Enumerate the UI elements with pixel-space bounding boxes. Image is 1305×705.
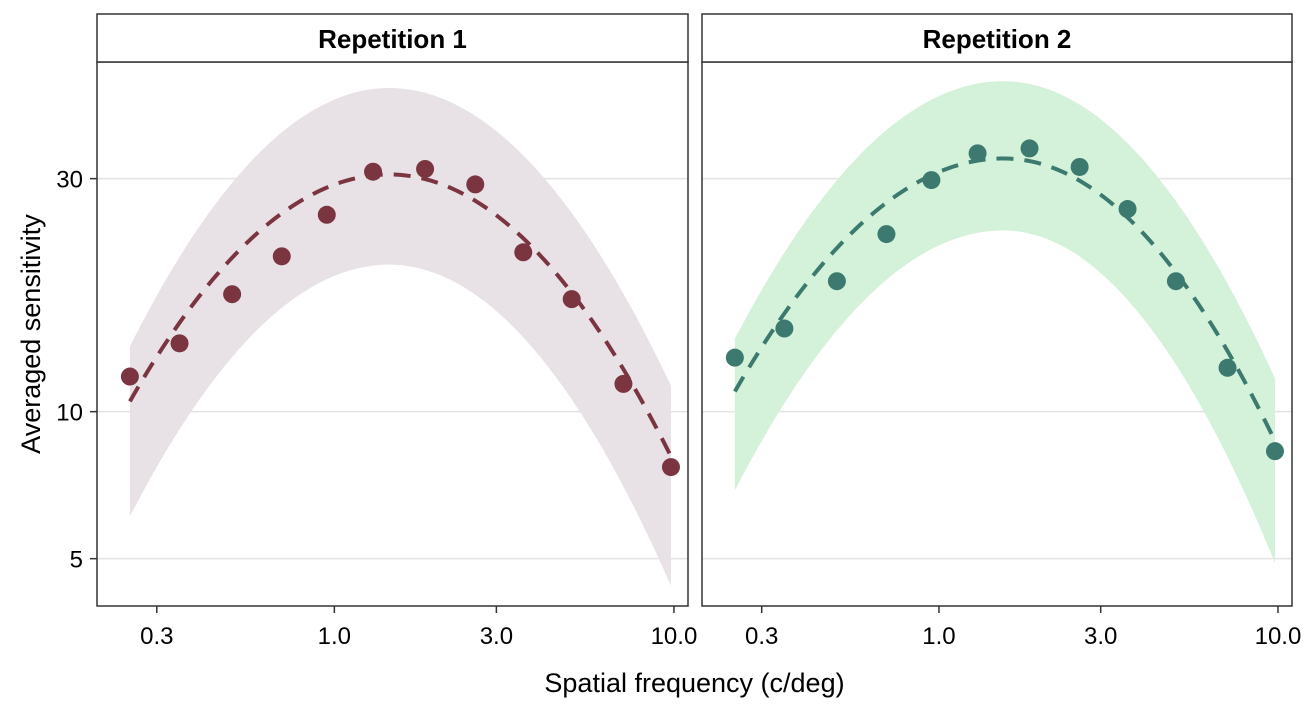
data-point bbox=[877, 225, 896, 244]
data-point bbox=[120, 367, 139, 386]
data-point bbox=[1118, 200, 1137, 219]
data-point bbox=[272, 247, 291, 266]
data-point bbox=[775, 319, 794, 338]
x-tick-label: 0.3 bbox=[745, 623, 778, 650]
x-tick-label: 0.3 bbox=[140, 623, 173, 650]
facet-strip bbox=[701, 13, 1293, 63]
facet-panel-2: Repetition 2 0.3 1.0 3.0 10.0 bbox=[701, 13, 1302, 650]
data-point bbox=[1166, 272, 1185, 291]
y-tick-label: 5 bbox=[70, 547, 83, 574]
data-point bbox=[968, 144, 987, 163]
facet-panel-1: Repetition 1 0.3 1.0 3.0 10.0 bbox=[96, 13, 698, 650]
confidence-band bbox=[734, 81, 1275, 563]
data-point bbox=[170, 334, 189, 353]
data-point bbox=[1070, 157, 1089, 176]
fit-line bbox=[128, 172, 673, 458]
facet-strip-label: Repetition 1 bbox=[318, 24, 467, 54]
data-point bbox=[827, 272, 846, 291]
data-point bbox=[514, 243, 533, 262]
x-tick-label: 3.0 bbox=[480, 623, 513, 650]
x-axis-title: Spatial frequency (c/deg) bbox=[544, 668, 844, 698]
x-tick-label: 10.0 bbox=[651, 623, 698, 650]
data-point bbox=[661, 458, 680, 477]
fit-line bbox=[733, 156, 1277, 443]
x-tick-label: 10.0 bbox=[1255, 623, 1302, 650]
data-point bbox=[1265, 442, 1284, 461]
data-point bbox=[562, 290, 581, 309]
y-tick-label: 10 bbox=[56, 400, 83, 427]
data-point bbox=[466, 175, 485, 194]
y-tick-label: 30 bbox=[56, 167, 83, 194]
data-point bbox=[614, 374, 633, 393]
x-tick-label: 3.0 bbox=[1084, 623, 1117, 650]
data-point bbox=[1020, 139, 1039, 158]
x-tick-label: 1.0 bbox=[922, 623, 955, 650]
facet-strip bbox=[96, 13, 689, 63]
data-point bbox=[364, 162, 383, 181]
data-point bbox=[725, 348, 744, 367]
confidence-band bbox=[129, 88, 671, 586]
facet-strip-label: Repetition 2 bbox=[923, 24, 1072, 54]
y-axis-title: Averaged sensitivity bbox=[16, 214, 46, 454]
data-point bbox=[1218, 358, 1237, 377]
data-point bbox=[317, 205, 336, 224]
data-point bbox=[922, 171, 941, 190]
data-point bbox=[223, 285, 242, 304]
data-point bbox=[416, 159, 435, 178]
x-tick-label: 1.0 bbox=[318, 623, 351, 650]
